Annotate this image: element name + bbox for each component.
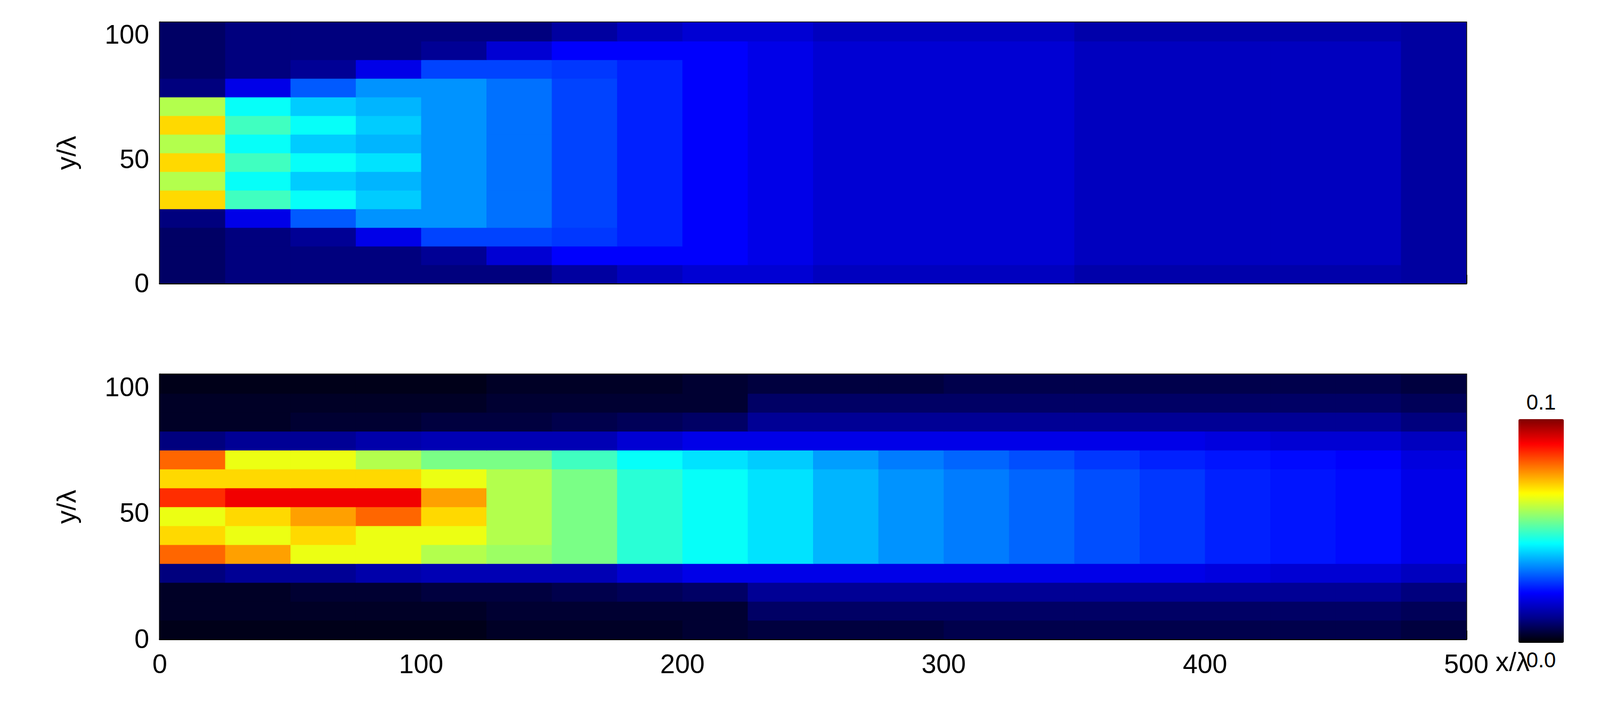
- svg-text:300: 300: [921, 649, 966, 680]
- svg-text:100: 100: [104, 372, 150, 403]
- svg-text:50: 50: [119, 144, 150, 175]
- svg-text:200: 200: [660, 649, 705, 680]
- svg-text:100: 100: [104, 19, 150, 50]
- svg-text:500: 500: [1443, 649, 1489, 680]
- svg-text:x/λ: x/λ: [1495, 647, 1530, 678]
- svg-text:50: 50: [119, 498, 150, 529]
- svg-text:100: 100: [399, 649, 444, 680]
- svg-text:y/λ: y/λ: [51, 135, 82, 170]
- svg-text:400: 400: [1182, 649, 1228, 680]
- svg-text:0: 0: [134, 268, 150, 299]
- svg-text:y/λ: y/λ: [51, 490, 82, 525]
- svg-text:0: 0: [134, 624, 150, 655]
- svg-text:0.0: 0.0: [1526, 648, 1557, 672]
- svg-text:0: 0: [152, 649, 168, 680]
- svg-text:0.1: 0.1: [1526, 390, 1557, 414]
